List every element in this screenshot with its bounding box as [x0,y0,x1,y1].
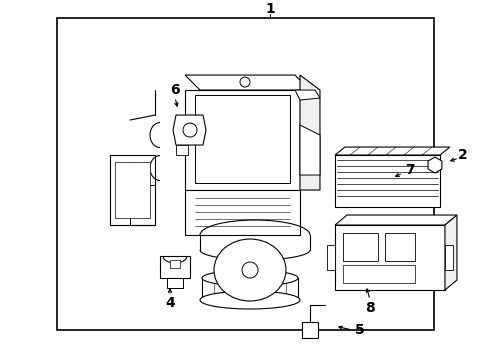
Polygon shape [299,75,319,190]
Polygon shape [299,125,319,175]
Ellipse shape [202,270,297,286]
Text: 5: 5 [354,323,364,337]
Polygon shape [444,215,456,290]
Polygon shape [427,157,441,173]
Bar [334,225,444,290]
Polygon shape [184,75,309,90]
Bar [176,145,187,155]
Bar [302,322,317,338]
Circle shape [183,123,197,137]
Bar [170,260,180,268]
Polygon shape [173,115,205,145]
Bar [184,90,299,190]
Text: 4: 4 [165,296,175,310]
Bar [342,233,377,261]
Text: 8: 8 [365,301,374,315]
Polygon shape [294,90,319,100]
Bar [444,245,452,270]
Bar [184,190,299,235]
Ellipse shape [200,291,299,309]
Bar [160,256,190,278]
Polygon shape [334,147,449,155]
Bar [167,278,183,288]
Bar [110,155,155,225]
Polygon shape [334,215,456,225]
Bar [115,162,150,218]
Bar [342,265,414,283]
Bar [334,155,439,207]
Bar [195,95,289,183]
Ellipse shape [214,239,285,301]
Text: 2: 2 [457,148,467,162]
Circle shape [242,262,258,278]
Bar [384,233,414,261]
Bar [326,245,334,270]
Text: 6: 6 [170,83,180,97]
Bar [57,18,433,330]
Text: 1: 1 [264,2,274,16]
Circle shape [240,77,249,87]
Text: 7: 7 [405,163,414,177]
